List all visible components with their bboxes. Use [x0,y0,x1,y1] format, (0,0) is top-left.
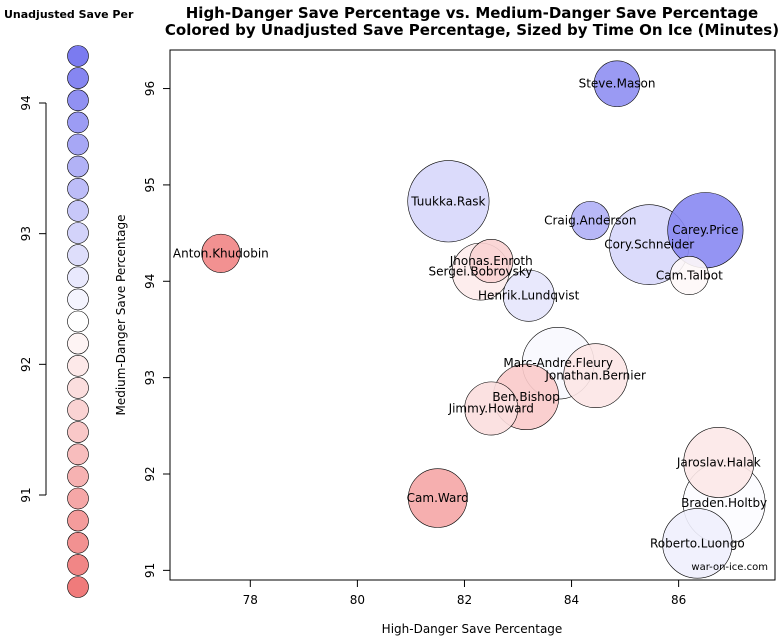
x-tick-label: 78 [243,593,258,607]
legend-swatch [67,67,89,89]
legend-tick-label: 94 [19,95,33,110]
legend-swatch [67,509,89,532]
y-tick-label: 95 [143,177,157,192]
point-steve-mason [593,60,641,107]
legend-swatch [67,465,89,488]
x-axis-label: High-Danger Save Percentage [382,622,563,636]
legend-swatch [67,288,89,311]
legend-swatch [67,421,89,443]
point-jhonas-enroth [469,239,514,284]
point-label: Tuukka.Rask [410,194,485,208]
legend-swatch [67,133,89,156]
legend-swatch [67,178,89,200]
legend-swatch [67,554,89,576]
legend-swatch [67,310,89,333]
point-jonathan-bernier [563,343,628,409]
point-label: Craig.Anderson [544,214,636,228]
y-tick-label: 92 [143,466,157,481]
watermark: war-on-ice.com [691,562,768,573]
point-label: Marc-Andre.Fleury [503,356,613,370]
legend-swatch [67,89,89,112]
y-tick-label: 93 [143,370,157,385]
point-label: Jhonas.Enroth [449,254,533,268]
legend-tick-label: 92 [19,357,33,372]
legend-swatch [67,531,89,554]
point-label: Jonathan.Bernier [544,369,646,383]
point-anton-khudobin [201,233,241,273]
legend-swatch [67,332,89,355]
y-tick-label: 91 [143,563,157,578]
point-henrik-lundqvist [502,269,555,322]
x-tick-label: 86 [671,593,686,607]
y-tick-label: 94 [143,274,157,289]
point-label: Carey.Price [672,223,738,237]
point-label: Anton.Khudobin [173,246,269,260]
point-label: Braden.Holtby [681,496,767,510]
legend-swatch [67,244,89,266]
point-cam-ward [407,468,468,528]
legend-swatch [67,399,89,421]
point-label: Steve.Mason [579,77,656,91]
y-axis-label: Medium-Danger Save Percentage [114,214,128,415]
point-label: Cam.Ward [407,491,469,505]
y-tick-label: 96 [143,81,157,96]
chart-subtitle: Colored by Unadjusted Save Percentage, S… [165,21,779,39]
point-label: Henrik.Lundqvist [478,289,580,303]
legend-swatch [67,354,89,377]
point-tuukka-rask [407,160,490,243]
x-tick-label: 84 [564,593,579,607]
point-roberto-luongo [662,508,733,579]
legend-title: Unadjusted Save Per [4,8,134,21]
x-tick-label: 80 [350,593,365,607]
legend-tick-label: 93 [19,226,33,241]
point-label: Jimmy.Howard [448,401,534,415]
plot-frame [169,49,776,581]
legend-swatch [67,155,89,178]
legend-swatch [67,266,89,289]
legend-swatch [67,45,89,67]
legend-swatch [67,111,89,134]
legend-swatch [67,576,89,598]
legend-swatch [67,487,89,510]
legend-swatch [67,200,89,222]
point-label: Roberto.Luongo [650,536,745,550]
point-cam-talbot [669,255,709,295]
point-jimmy-howard [464,381,519,436]
point-label: Sergei.Bobrovsky [428,265,532,279]
x-tick-label: 82 [457,593,472,607]
point-craig-anderson [570,201,610,241]
point-label: Cory.Schneider [604,238,694,252]
legend-swatch [67,377,89,399]
point-label: Cam.Talbot [656,268,723,282]
legend-swatch [67,222,89,244]
legend-tick-label: 91 [19,487,33,502]
point-label: Ben.Bishop [492,390,559,404]
legend-swatch [67,443,89,466]
point-label: Jaroslav.Halak [676,455,761,469]
chart-title: High-Danger Save Percentage vs. Medium-D… [186,4,758,22]
point-jaroslav-halak [683,427,755,498]
